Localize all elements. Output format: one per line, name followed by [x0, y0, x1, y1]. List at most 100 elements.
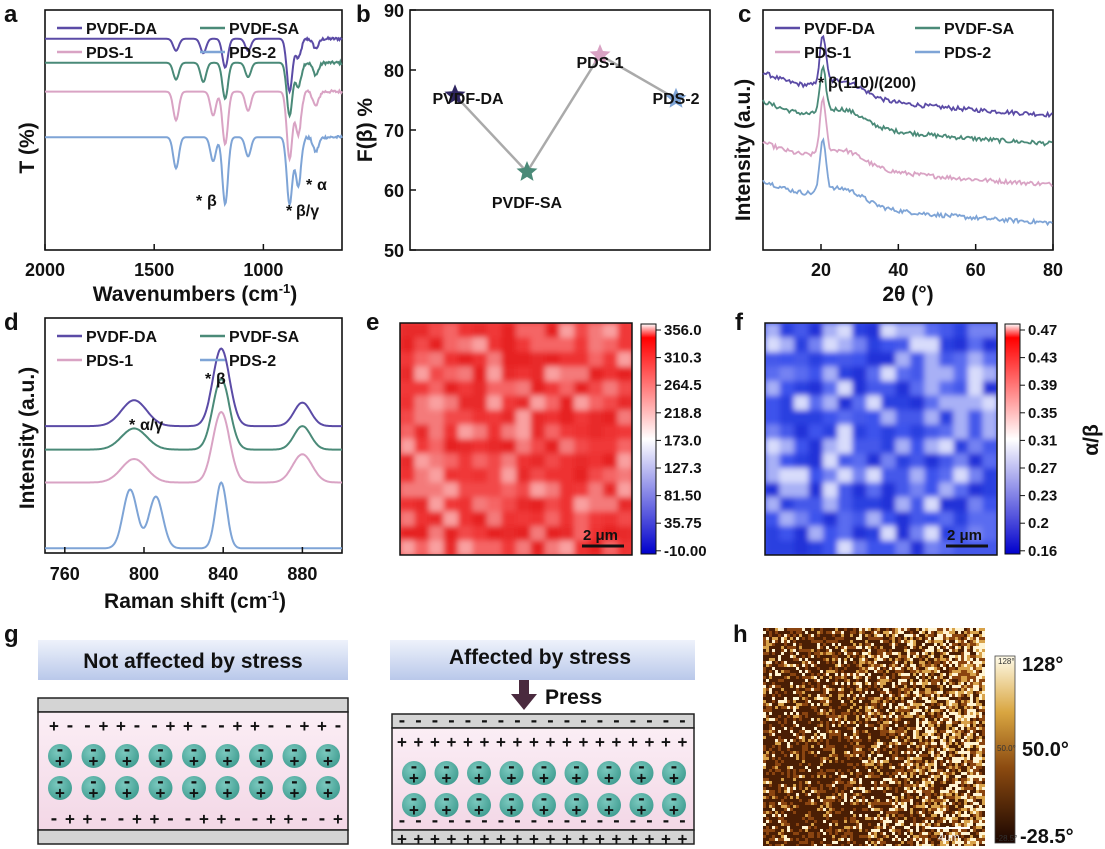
afm-pixel [886, 670, 890, 674]
afm-pixel [907, 763, 911, 767]
afm-pixel [790, 673, 794, 677]
afm-pixel [871, 691, 875, 695]
afm-pixel [829, 643, 833, 647]
plot-frame-c [762, 9, 1054, 251]
afm-pixel [787, 808, 791, 812]
afm-pixel [922, 760, 926, 764]
afm-pixel [817, 733, 821, 737]
afm-pixel [772, 703, 776, 707]
afm-pixel [889, 778, 893, 782]
surface-charge: - [65, 716, 75, 735]
x-tick-label-d: 800 [129, 564, 159, 584]
afm-pixel [823, 727, 827, 731]
afm-pixel [925, 808, 929, 812]
afm-pixel [862, 832, 866, 836]
afm-pixel [787, 772, 791, 776]
dipole-sign: + [669, 800, 679, 819]
afm-pixel [889, 703, 893, 707]
afm-pixel [775, 805, 779, 809]
map-cell [953, 439, 969, 455]
afm-pixel [841, 703, 845, 707]
map-cell [472, 352, 488, 368]
afm-pixel [766, 754, 770, 758]
afm-pixel [838, 667, 842, 671]
afm-pixel [901, 652, 905, 656]
afm-pixel [790, 790, 794, 794]
afm-pixel [772, 721, 776, 725]
afm-pixel [832, 802, 836, 806]
afm-pixel [787, 670, 791, 674]
afm-pixel [823, 766, 827, 770]
afm-pixel [925, 793, 929, 797]
afm-pixel [925, 715, 929, 719]
afm-pixel [871, 793, 875, 797]
afm-pixel [775, 763, 779, 767]
surface-charge: + [579, 732, 589, 751]
afm-pixel [787, 760, 791, 764]
map-cell [574, 381, 590, 397]
afm-pixel [781, 778, 785, 782]
afm-pixel [811, 634, 815, 638]
afm-pixel [916, 664, 920, 668]
afm-pixel [838, 745, 842, 749]
dipole-ball [499, 761, 524, 785]
afm-pixel [877, 754, 881, 758]
afm-pixel [913, 805, 917, 809]
afm-pixel [829, 763, 833, 767]
afm-pixel [805, 655, 809, 659]
afm-pixel [844, 808, 848, 812]
afm-pixel [832, 670, 836, 674]
afm-pixel [925, 637, 929, 641]
afm-pixel [829, 745, 833, 749]
afm-pixel [877, 655, 881, 659]
afm-pixel [862, 763, 866, 767]
afm-pixel [886, 745, 890, 749]
afm-pixel [910, 796, 914, 800]
afm-pixel [922, 742, 926, 746]
afm-pixel [847, 736, 851, 740]
map-cell [400, 323, 416, 339]
map-cell [779, 410, 795, 426]
afm-pixel [883, 763, 887, 767]
afm-pixel [892, 757, 896, 761]
afm-pixel [919, 640, 923, 644]
afm-pixel [763, 655, 767, 659]
afm-pixel [889, 826, 893, 830]
afm-pixel [871, 841, 875, 845]
afm-pixel [832, 739, 836, 743]
afm-pixel [811, 748, 815, 752]
map-cell [458, 482, 474, 498]
map-cell [881, 366, 897, 382]
afm-pixel [802, 661, 806, 665]
afm-pixel [907, 748, 911, 752]
afm-pixel [925, 700, 929, 704]
afm-pixel [820, 841, 824, 845]
map-cell [794, 526, 810, 542]
colorbar-tick-label: 81.50 [664, 488, 702, 505]
colorbar-tick-label: 0.16 [1028, 543, 1057, 560]
afm-pixel [871, 748, 875, 752]
map-cell [487, 526, 503, 542]
afm-pixel [850, 673, 854, 677]
afm-pixel [778, 832, 782, 836]
afm-pixel [874, 748, 878, 752]
surface-charge: - [300, 809, 310, 828]
afm-pixel [874, 799, 878, 803]
afm-pixel [844, 727, 848, 731]
afm-pixel [904, 640, 908, 644]
afm-pixel [814, 703, 818, 707]
afm-pixel [814, 631, 818, 635]
afm-pixel [871, 682, 875, 686]
afm-pixel [922, 700, 926, 704]
series-line-c-pds-1 [762, 95, 1053, 188]
map-cell [472, 511, 488, 527]
surface-charge: + [300, 716, 310, 735]
afm-pixel [889, 724, 893, 728]
afm-pixel [853, 775, 857, 779]
afm-pixel [889, 634, 893, 638]
map-cell [910, 381, 926, 397]
afm-pixel [820, 748, 824, 752]
afm-pixel [823, 634, 827, 638]
afm-pixel [847, 835, 851, 839]
afm-pixel [811, 730, 815, 734]
